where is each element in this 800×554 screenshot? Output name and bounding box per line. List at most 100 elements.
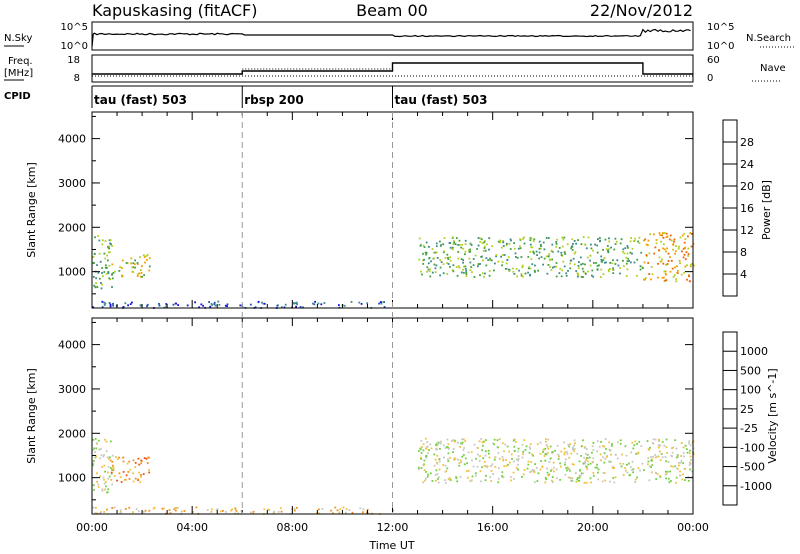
echo-point [527,460,530,463]
echo-point [675,245,677,247]
x-tick-label: 20:00 [577,521,609,534]
echo-point [624,445,627,448]
x-tick-label: 16:00 [477,521,509,534]
echo-point [210,303,213,305]
echo-point [219,510,222,513]
echo-point [512,460,515,463]
echo-point [509,248,512,250]
echo-point [658,438,660,441]
echo-point [457,251,460,253]
echo-point [529,239,532,242]
echo-point [422,449,425,452]
echo-point [127,304,129,307]
echo-point [339,508,342,511]
echo-point [627,257,630,260]
echo-point [420,270,422,273]
echo-point [132,511,134,513]
echo-point [469,248,471,251]
echo-point [101,300,104,303]
echo-point [616,457,619,460]
echo-point [92,484,95,487]
echo-point [679,262,681,264]
echo-point [563,453,566,456]
echo-point [670,239,673,242]
echo-point [597,471,599,474]
echo-point [666,452,668,454]
echo-point [104,257,107,260]
echo-point [536,466,538,469]
echo-point [604,438,607,440]
echo-point [435,251,438,254]
echo-point [603,261,606,264]
colorbar-tick-label: -1000 [740,480,772,493]
echo-point [689,455,692,458]
echo-point [148,509,151,512]
echo-point [99,475,101,478]
echo-point [614,243,617,245]
echo-point [596,463,598,466]
echo-point [549,445,552,448]
echo-point [539,247,542,250]
echo-point [633,261,636,264]
echo-point [629,466,632,468]
echo-point [481,242,484,245]
echo-point [570,247,573,250]
echo-point [580,455,582,457]
echo-point [600,260,603,263]
echo-point [435,469,438,472]
echo-point [517,463,519,466]
echo-point [165,305,168,308]
echo-point [321,508,324,510]
echo-point [620,238,623,241]
echo-point [523,439,526,441]
echo-point [656,455,659,458]
echo-point [358,301,361,304]
echo-point [211,508,213,511]
echo-point [108,475,111,478]
echo-point [436,444,439,447]
echo-point [427,473,429,476]
echo-point [208,301,210,303]
echo-point [506,242,508,245]
echo-point [532,240,535,243]
echo-point [655,471,657,474]
echo-point [543,248,546,251]
echo-point [630,237,632,239]
echo-point [420,448,422,451]
echo-point [436,462,439,465]
echo-point [551,243,554,246]
echo-point [531,263,534,266]
echo-point [108,247,110,250]
echo-point [526,467,529,470]
echo-point [131,301,133,304]
echo-point [138,463,141,466]
echo-point [469,250,472,253]
echo-point [681,234,684,237]
echo-point [544,459,547,462]
echo-point [677,247,680,250]
echo-point [579,469,581,472]
echo-point [111,454,114,457]
echo-point [582,472,585,475]
echo-point [661,456,664,459]
echo-point [210,510,213,513]
echo-point [429,472,432,475]
echo-point [647,457,650,459]
echo-point [506,267,508,270]
echo-point [654,438,657,441]
echo-point [573,439,576,442]
echo-point [614,476,617,479]
echo-point [608,240,611,243]
echo-point [557,250,560,253]
echo-point [629,240,632,243]
echo-point [152,507,155,510]
echo-point [139,256,141,259]
echo-point [503,254,506,256]
echo-point [600,441,602,443]
echo-point [452,270,455,273]
echo-point [485,264,488,267]
echo-point [530,246,533,249]
echo-point [578,479,581,482]
echo-point [517,247,520,250]
echo-point [590,274,593,277]
